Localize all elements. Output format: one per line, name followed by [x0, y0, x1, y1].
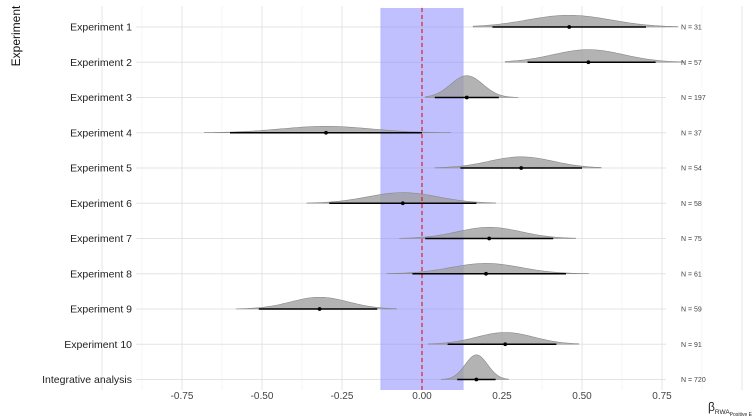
category-label: Experiment 10	[64, 339, 132, 351]
category-label: Experiment 2	[70, 57, 132, 69]
density-curve	[504, 49, 685, 63]
sample-size-label: N = 31	[681, 25, 702, 32]
x-tick-label: -0.25	[331, 391, 354, 402]
category-label: Experiment 5	[70, 163, 132, 175]
point-estimate	[324, 130, 328, 135]
point-estimate	[484, 271, 488, 276]
density-curve	[428, 332, 580, 345]
x-tick-label: 0.00	[412, 391, 432, 402]
x-tick-labels: -0.75 -0.50 -0.25 0.00 0.25 0.50 0.75	[171, 391, 673, 402]
sample-size-label: N = 197	[681, 95, 706, 102]
density-curves	[204, 14, 685, 380]
sample-size-labels: N = 31 N = 57 N = 197 N = 37 N = 54 N = 58 N =…	[681, 25, 706, 385]
x-axis-title: βRWAPositive E	[708, 400, 753, 418]
point-estimate	[317, 307, 322, 311]
x-tick-label: 0.50	[572, 391, 592, 402]
density-curve	[424, 75, 519, 98]
x-tick-label: -0.75	[171, 391, 194, 402]
density-curve	[472, 14, 679, 28]
point-estimate	[567, 25, 572, 29]
sample-size-label: N = 57	[681, 60, 702, 67]
density-curve	[386, 263, 589, 275]
point-estimate	[400, 201, 405, 206]
category-label: Experiment 9	[70, 304, 132, 316]
category-labels: Experiment 1 Experiment 2 Experiment 3 Expe…	[42, 22, 132, 387]
x-axis-title-subsubscript: Positive E	[730, 412, 753, 418]
x-tick-label: -0.50	[251, 391, 274, 402]
x-axis-title-symbol: β	[708, 400, 715, 414]
density-curve	[440, 354, 509, 380]
density-curve	[399, 226, 576, 239]
sample-size-label: N = 54	[681, 166, 702, 173]
x-axis-title-subscript: RWA	[715, 409, 730, 416]
density-curve	[306, 192, 496, 204]
point-estimate	[474, 377, 479, 382]
x-tick-label: 0.75	[652, 391, 672, 402]
category-label: Experiment 1	[70, 22, 132, 34]
sample-size-label: N = 37	[681, 130, 702, 137]
point-estimate	[586, 60, 591, 65]
sample-size-label: N = 58	[681, 201, 702, 208]
category-label: Experiment 6	[70, 198, 132, 210]
category-label: Experiment 7	[70, 233, 132, 245]
x-tick-label: 0.25	[492, 391, 512, 402]
sample-size-label: N = 75	[681, 236, 702, 243]
density-curve	[434, 156, 602, 169]
point-estimate	[519, 166, 524, 170]
category-label: Experiment 8	[70, 268, 132, 280]
point-estimate	[487, 236, 492, 241]
density-curve	[204, 126, 452, 134]
sample-size-label: N = 720	[681, 377, 706, 384]
category-label: Integrative analysis	[42, 374, 132, 386]
point-estimate	[503, 342, 508, 347]
category-label: Experiment 3	[70, 92, 132, 104]
density-curve	[236, 296, 397, 310]
sample-size-label: N = 59	[681, 307, 702, 314]
sample-size-label: N = 91	[681, 342, 702, 349]
credible-intervals	[230, 25, 656, 382]
point-estimate	[464, 95, 469, 100]
sample-size-label: N = 61	[681, 271, 702, 278]
category-label: Experiment 4	[70, 127, 132, 139]
y-axis-title: Experiment	[9, 5, 23, 66]
